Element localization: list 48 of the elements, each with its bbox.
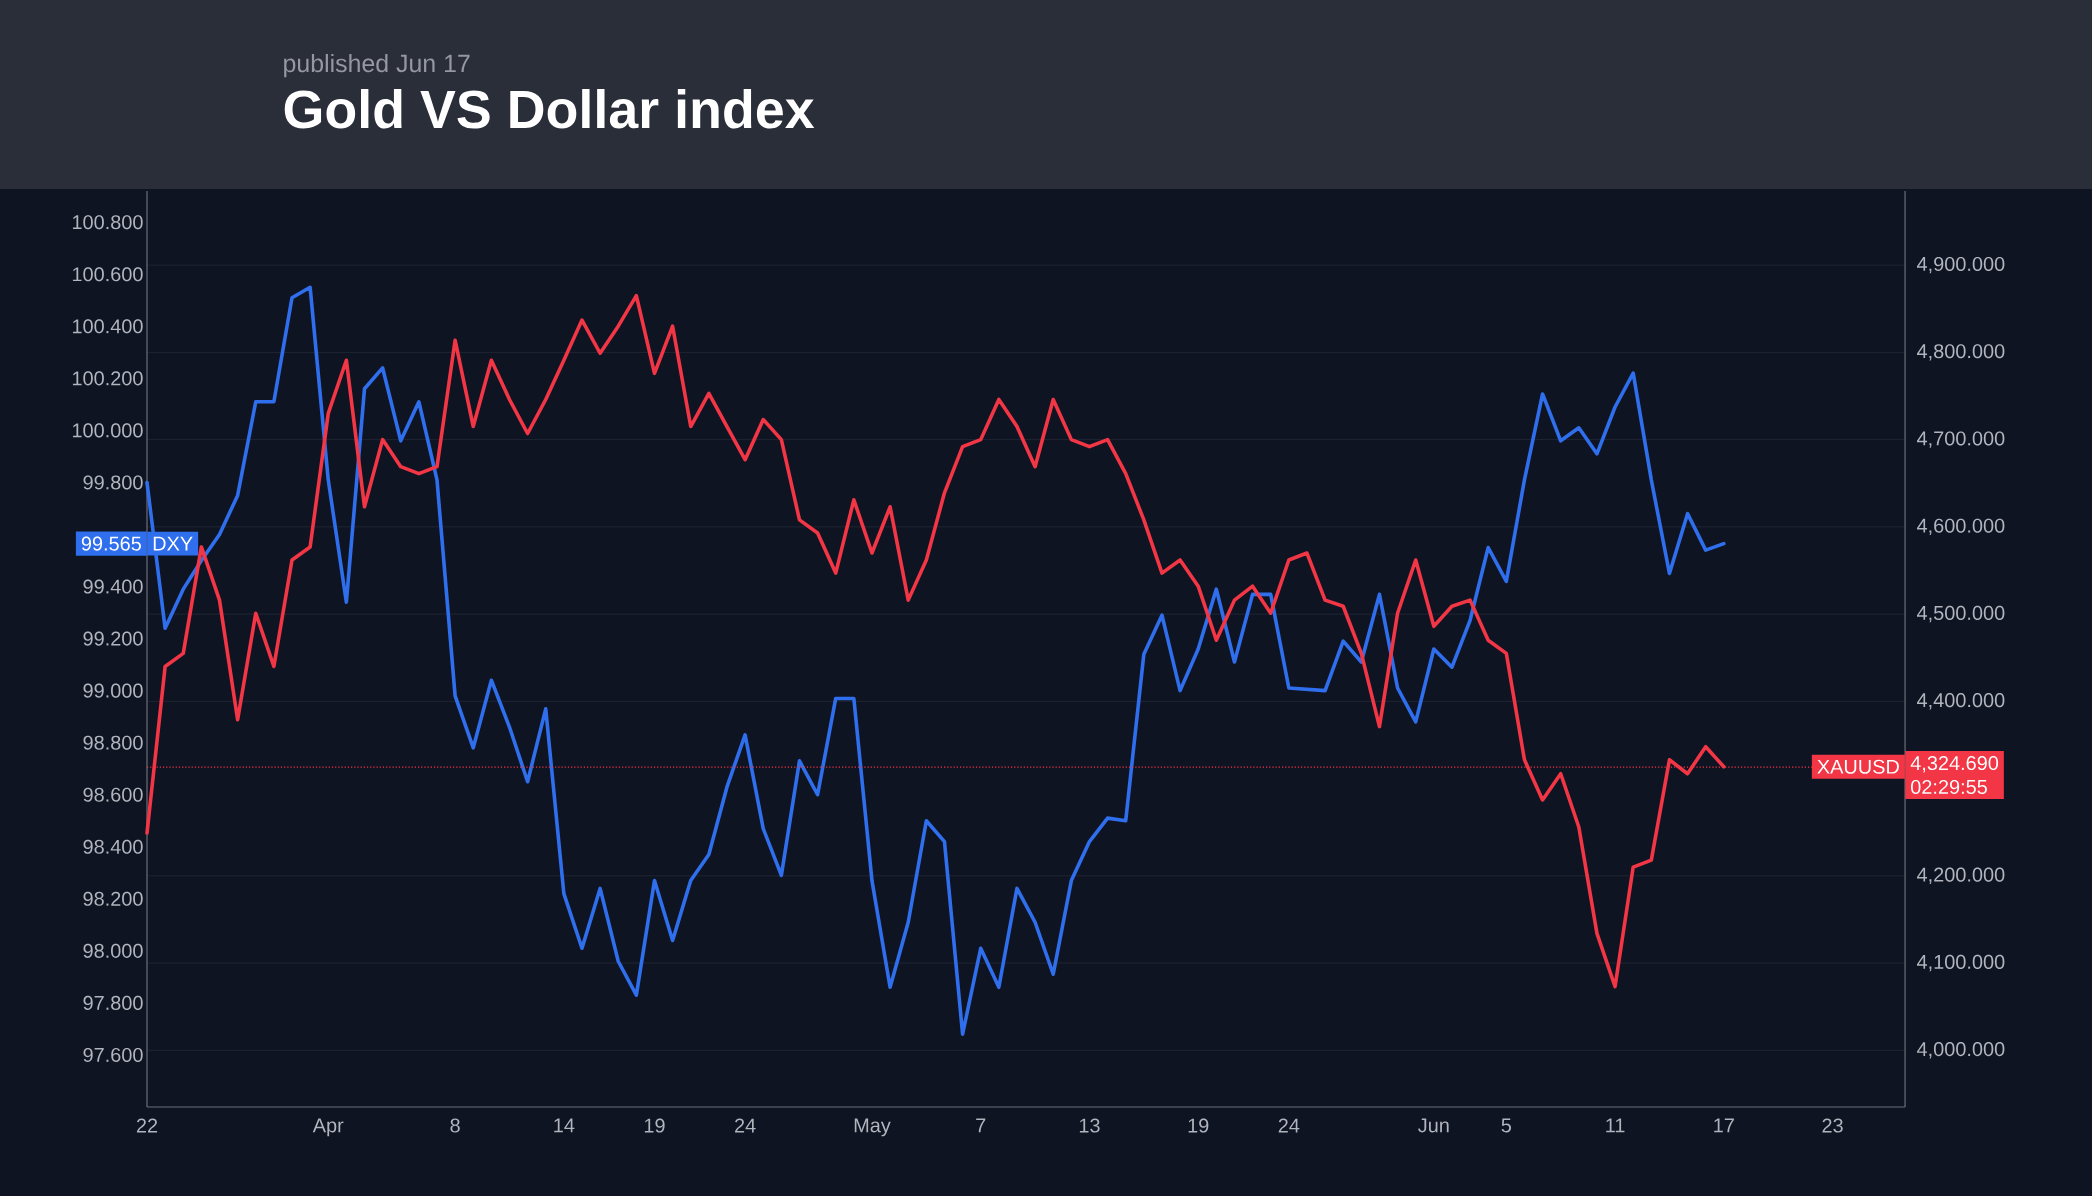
x-tick-label: 22 <box>136 1118 158 1133</box>
text: 99.565 <box>81 536 141 551</box>
x-tick-label: May <box>854 1118 891 1137</box>
y-tick-label: 99.000 <box>83 683 143 698</box>
x-tick-label: 17 <box>1714 1118 1734 1133</box>
x-tick-label: 24 <box>1278 1118 1300 1133</box>
y-tick-label: 100.800 <box>72 215 143 230</box>
x-tick-label: 23 <box>1822 1118 1843 1133</box>
y2-tick-label: 4,100.000 <box>1917 954 2005 972</box>
y-tick-label: 99.800 <box>83 475 143 490</box>
y2-tick-label: 4,800.000 <box>1917 344 2005 361</box>
text: XAUUSD <box>1817 759 1899 774</box>
x-tick-label: 13 <box>1079 1118 1100 1133</box>
x-tick-label: Jun <box>1418 1118 1449 1133</box>
x-tick-label: 19 <box>644 1118 665 1133</box>
y-tick-label: 100.000 <box>72 423 143 438</box>
chart-title: Gold VS Dollar index <box>284 89 815 129</box>
x-tick-label: 7 <box>976 1118 986 1133</box>
y2-tick-label: 4,900.000 <box>1917 256 2005 274</box>
y2-tick-label: 4,200.000 <box>1917 867 2005 885</box>
y2-tick-label: 4,500.000 <box>1917 605 2005 623</box>
y-tick-label: 97.600 <box>83 1047 143 1062</box>
x-tick-label: Apr <box>312 1118 344 1137</box>
y-tick-label: 98.000 <box>83 943 143 958</box>
y2-tick-label: 4,000.000 <box>1917 1042 2005 1059</box>
y-tick-label: 99.200 <box>83 631 143 646</box>
y2-tick-label: 4,400.000 <box>1917 693 2005 710</box>
x-tick-label: 19 <box>1188 1118 1209 1133</box>
x-tick-label: 24 <box>735 1118 756 1133</box>
y-tick-label: 100.200 <box>72 371 143 386</box>
y-tick-label: 98.400 <box>83 839 143 854</box>
y-tick-label: 100.400 <box>72 319 143 334</box>
chart-subtitle: published Jun 17 <box>284 53 470 78</box>
y-tick-label: 99.400 <box>83 579 143 594</box>
y2-tick-label: 4,600.000 <box>1917 518 2005 536</box>
text: 02:29:55 <box>1911 779 1987 795</box>
y-tick-label: 98.800 <box>83 735 143 750</box>
text: 4,324.690 <box>1910 756 1999 773</box>
x-tick-label: 14 <box>554 1118 575 1133</box>
legend-label: DXY <box>153 536 193 551</box>
x-tick-label: 5 <box>1501 1118 1512 1133</box>
x-tick-label: 11 <box>1606 1118 1625 1133</box>
y2-tick-label: 4,700.000 <box>1917 431 2005 448</box>
y-tick-label: 100.600 <box>72 267 143 282</box>
y-tick-label: 97.800 <box>83 995 143 1010</box>
x-tick-label: 8 <box>450 1118 460 1133</box>
y-tick-label: 98.200 <box>83 891 143 906</box>
y-tick-label: 98.600 <box>83 787 143 802</box>
